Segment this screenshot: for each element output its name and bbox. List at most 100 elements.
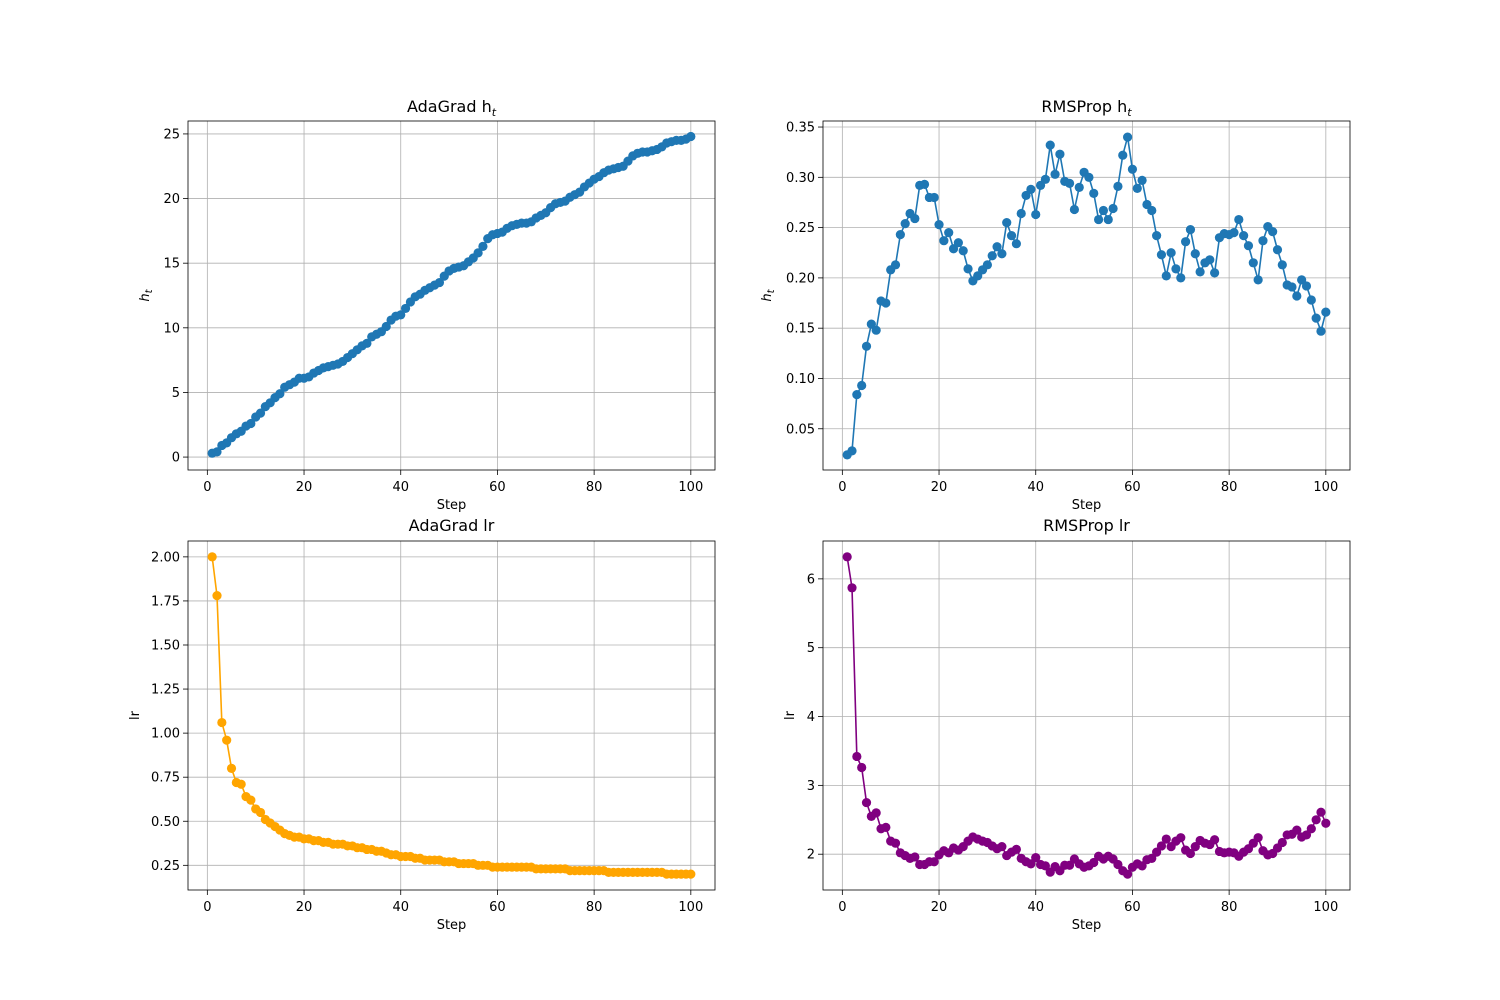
x-tick-label: 0 — [838, 900, 846, 915]
data-point — [1185, 848, 1196, 859]
data-point — [362, 338, 372, 348]
x-ticks: 0 20 40 60 80 100 — [203, 470, 703, 495]
y-tick-label: 0.50 — [151, 815, 180, 830]
data-point — [987, 251, 997, 261]
data-point — [246, 418, 256, 429]
data-point — [900, 218, 910, 229]
data-point — [1147, 205, 1157, 216]
data-point — [929, 192, 939, 203]
plot-frame — [187, 540, 716, 891]
y-ticks: 0 5 10 15 20 25 — [163, 127, 188, 466]
y-axis-label-subscript: t — [766, 288, 777, 293]
data-point — [929, 857, 939, 867]
y-tick-label: 0 — [172, 451, 180, 466]
data-point — [1210, 835, 1220, 845]
data-point — [1123, 869, 1133, 879]
x-tick-label: 20 — [931, 480, 948, 495]
data-point — [1292, 291, 1302, 301]
data-point — [236, 779, 246, 789]
data-point — [1069, 204, 1080, 215]
x-tick-label: 100 — [678, 900, 703, 915]
data-point — [1089, 857, 1099, 868]
data-point — [997, 842, 1007, 852]
y-tick-label: 3 — [807, 779, 815, 794]
data-point — [686, 869, 696, 879]
data-point — [1026, 184, 1036, 194]
y-axis-label: lr — [783, 710, 798, 720]
data-point — [1113, 181, 1123, 191]
data-point — [1016, 208, 1026, 219]
x-tick-label: 0 — [203, 900, 211, 915]
data-point — [400, 303, 411, 314]
x-tick-label: 0 — [838, 480, 846, 495]
y-ticks: 0.05 0.10 0.15 0.20 0.25 0.30 0.35 — [786, 121, 823, 437]
x-tick-label: 0 — [203, 480, 211, 495]
data-point — [847, 583, 857, 593]
data-point — [871, 808, 881, 818]
data-point — [1147, 853, 1157, 863]
data-point — [1171, 264, 1181, 274]
data-point — [473, 248, 483, 258]
data-point — [1243, 241, 1254, 251]
y-tick-label: 5 — [807, 641, 815, 656]
data-point — [1031, 853, 1041, 863]
y-tick-label: 5 — [172, 386, 180, 401]
y-tick-label: 0.15 — [786, 322, 815, 337]
x-tick-label: 20 — [296, 900, 313, 915]
data-point — [1287, 282, 1297, 292]
y-tick-label: 1.50 — [151, 638, 180, 653]
data-point — [381, 321, 391, 332]
grid — [823, 121, 1350, 470]
data-point — [944, 228, 954, 238]
data-point — [1084, 172, 1094, 182]
data-point — [852, 389, 862, 400]
data-point — [1103, 214, 1113, 225]
y-tick-label: 0.35 — [786, 121, 815, 136]
data-point — [1181, 237, 1191, 247]
y-axis-label: ht — [760, 288, 777, 301]
x-tick-label: 100 — [1313, 480, 1338, 495]
data-point — [857, 762, 867, 773]
chart-title-subscript: t — [1127, 106, 1132, 119]
y-tick-label: 2.00 — [151, 550, 180, 565]
data-point — [1253, 833, 1263, 843]
data-point — [953, 238, 963, 248]
data-point — [1316, 326, 1326, 336]
data-point — [1272, 245, 1283, 255]
data-point — [212, 591, 222, 601]
data-point — [934, 219, 944, 230]
data-point — [212, 447, 222, 457]
data-point — [881, 822, 891, 832]
data-point — [910, 852, 920, 862]
y-tick-label: 25 — [163, 127, 180, 142]
x-tick-label: 40 — [1027, 480, 1044, 495]
data-point — [1040, 861, 1050, 871]
series — [207, 552, 696, 879]
x-tick-label: 60 — [1124, 480, 1141, 495]
data-point — [919, 179, 930, 189]
data-point — [1311, 313, 1321, 323]
data-point — [1176, 833, 1186, 843]
x-tick-label: 80 — [1221, 480, 1238, 495]
data-point — [1277, 260, 1287, 270]
x-tick-label: 100 — [1313, 900, 1338, 915]
data-point — [1156, 841, 1167, 851]
data-point — [1292, 825, 1302, 835]
x-tick-label: 100 — [678, 480, 703, 495]
x-tick-label: 80 — [586, 900, 603, 915]
data-point — [982, 260, 992, 270]
data-point — [246, 795, 256, 805]
y-tick-label: 0.30 — [786, 171, 815, 186]
chart-title: RMSProp lr — [1043, 516, 1130, 535]
data-point — [1239, 231, 1249, 241]
data-point — [1316, 807, 1326, 817]
data-point — [861, 341, 872, 351]
data-point — [1176, 273, 1186, 283]
y-axis-label-subscript: t — [144, 288, 155, 293]
data-point — [1277, 837, 1287, 848]
y-tick-label: 2 — [807, 848, 815, 863]
x-ticks: 0 20 40 60 80 100 — [838, 890, 1338, 915]
x-tick-label: 40 — [392, 480, 409, 495]
y-tick-label: 6 — [807, 572, 815, 587]
